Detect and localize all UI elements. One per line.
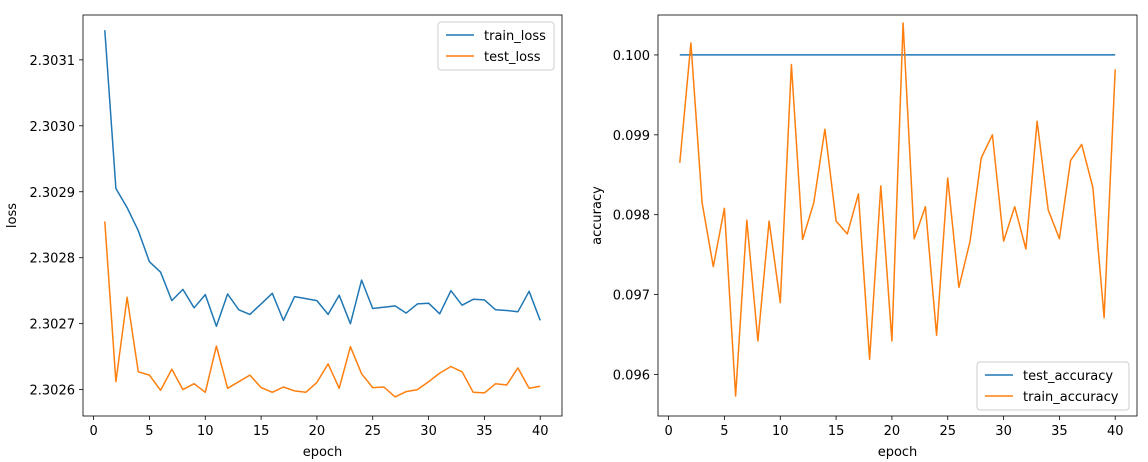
- chart-panel-accuracy: 0 5 10 15 20 25 30 35 40 0.096 0.097 0.098 0.099 0.10…: [590, 14, 1138, 460]
- x-tick-label: 10: [772, 424, 789, 439]
- x-tick-label: 5: [145, 424, 153, 439]
- legend: test_accuracy train_accuracy: [976, 361, 1130, 411]
- x-tick-label: 30: [995, 424, 1012, 439]
- x-tick-label: 20: [309, 424, 326, 439]
- x-tick-label: 15: [828, 424, 845, 439]
- plot-frame: [82, 14, 563, 417]
- legend-label-test_loss: test_loss: [484, 50, 541, 65]
- y-tick-label: 2.3029: [30, 186, 76, 201]
- x-tick-label: 35: [1051, 424, 1068, 439]
- legend-label-train_accuracy: train_accuracy: [1023, 390, 1119, 405]
- series-line-train_accuracy: [679, 22, 1116, 397]
- x-tick-label: 40: [1107, 424, 1124, 439]
- series-line-test_loss: [104, 221, 541, 398]
- legend-box: [437, 21, 555, 71]
- legend-box: [976, 361, 1130, 411]
- x-tick-label: 25: [364, 424, 381, 439]
- y-tick-label: 0.100: [613, 49, 650, 64]
- y-tick-label: 2.3027: [30, 318, 76, 333]
- x-tick-label: 10: [197, 424, 214, 439]
- legend: train_loss test_loss: [437, 21, 555, 71]
- plot-frame: [657, 14, 1138, 417]
- y-tick-label: 0.097: [613, 289, 650, 304]
- legend-label-train_loss: train_loss: [484, 29, 546, 44]
- y-tick-label: 2.3028: [30, 252, 76, 267]
- x-tick-label: 35: [476, 424, 493, 439]
- legend-label-test_accuracy: test_accuracy: [1023, 369, 1113, 384]
- x-tick-label: 20: [884, 424, 901, 439]
- series-line-train_loss: [104, 30, 541, 328]
- y-axis-label: loss: [5, 203, 20, 228]
- y-tick-label: 0.099: [613, 129, 650, 144]
- y-tick-label: 2.3026: [30, 384, 76, 399]
- x-tick-label: 5: [720, 424, 728, 439]
- y-tick-label: 0.096: [613, 368, 650, 383]
- x-tick-label: 15: [253, 424, 270, 439]
- x-tick-label: 30: [420, 424, 437, 439]
- x-tick-label: 25: [939, 424, 956, 439]
- chart-panel-loss: 0 5 10 15 20 25 30 35 40 2.3026 2.3027 2.3028 2.3029…: [5, 14, 563, 460]
- y-tick-label: 0.098: [613, 209, 650, 224]
- x-tick-label: 0: [89, 424, 97, 439]
- x-axis-label: epoch: [878, 445, 918, 460]
- x-tick-label: 40: [532, 424, 549, 439]
- x-tick-label: 0: [664, 424, 672, 439]
- y-tick-label: 2.3030: [30, 120, 76, 135]
- x-axis-label: epoch: [303, 445, 343, 460]
- y-axis-label: accuracy: [590, 186, 605, 245]
- y-tick-label: 2.3031: [30, 54, 76, 69]
